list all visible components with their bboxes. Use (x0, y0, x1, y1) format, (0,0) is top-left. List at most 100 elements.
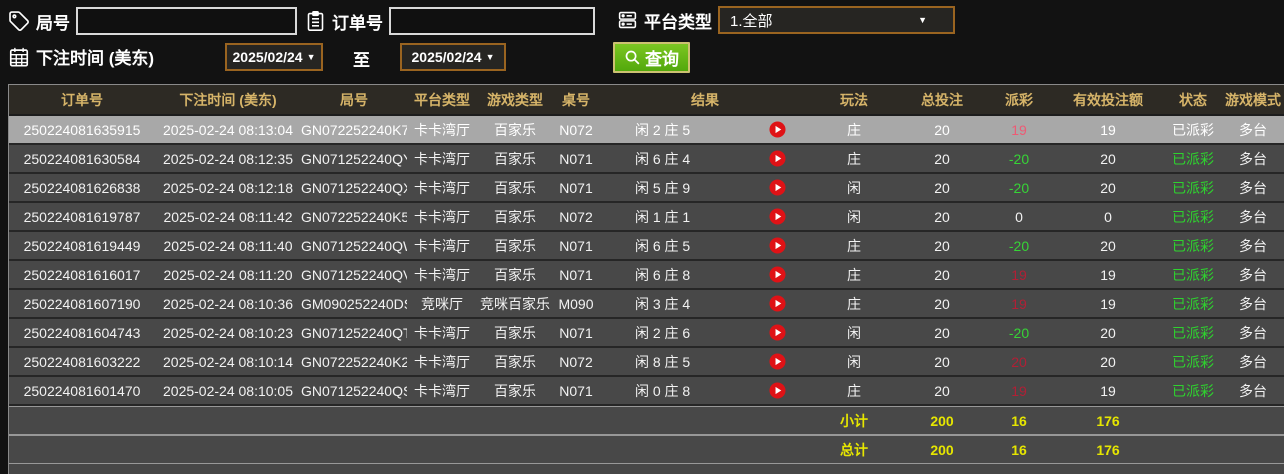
cell-order-id: 250224081604743 (9, 319, 155, 348)
empty-cell (155, 435, 301, 464)
table-row[interactable]: 250224081635915 2025-02-24 08:13:04 GN0722… (9, 116, 1284, 145)
play-video-icon[interactable] (769, 324, 786, 341)
cell-order-id: 250224081616017 (9, 261, 155, 290)
cell-game-type: 百家乐 (477, 232, 553, 261)
cell-status: 已派彩 (1165, 145, 1221, 174)
empty-cell (301, 435, 407, 464)
cell-bet-time: 2025-02-24 08:10:05 (155, 377, 301, 406)
cell-platform: 竞咪厅 (407, 290, 477, 319)
cell-table-no: N071 (553, 261, 599, 290)
cell-status: 已派彩 (1165, 116, 1221, 145)
empty-cell (1165, 435, 1221, 464)
cell-mode: 多台 (1221, 203, 1284, 232)
date-to-value: 2025/02/24 (411, 49, 482, 65)
cell-bet-total: 20 (897, 261, 987, 290)
bet-time-filter-label: 下注时间 (美东) (36, 49, 155, 68)
cell-round-id: GN071252240QW (301, 232, 407, 261)
cell-order-id: 250224081630584 (9, 145, 155, 174)
cell-status: 已派彩 (1165, 290, 1221, 319)
server-icon (617, 9, 638, 31)
cell-game-type: 百家乐 (477, 377, 553, 406)
cell-play-type: 庄 (811, 290, 897, 319)
cell-valid-bet: 19 (1051, 290, 1165, 319)
cell-result: 闲 3 庄 4 (599, 290, 811, 319)
cell-game-type: 竞咪百家乐 (477, 290, 553, 319)
result-text: 闲 6 庄 5 (634, 237, 691, 254)
cell-valid-bet: 20 (1051, 348, 1165, 377)
cell-platform: 卡卡湾厅 (407, 348, 477, 377)
date-from-value: 2025/02/24 (232, 49, 303, 65)
total-row-label: 总计 (811, 435, 897, 464)
play-video-icon[interactable] (769, 150, 786, 167)
table-row[interactable]: 250224081604743 2025-02-24 08:10:23 GN0712… (9, 319, 1284, 348)
cell-round-id: GN071252240QX (301, 174, 407, 203)
tag-icon (8, 10, 30, 32)
cell-game-type: 百家乐 (477, 348, 553, 377)
play-video-icon[interactable] (769, 382, 786, 399)
date-from-select[interactable]: 2025/02/24 ▼ (225, 43, 323, 71)
column-header: 有效投注额 (1051, 85, 1165, 116)
total-row-payout: 16 (987, 435, 1051, 464)
order-filter-label: 订单号 (332, 13, 383, 33)
search-button[interactable]: 查询 (613, 42, 690, 73)
table-row[interactable]: 250224081619449 2025-02-24 08:11:40 GN0712… (9, 232, 1284, 261)
result-text: 闲 2 庄 5 (634, 121, 691, 138)
cell-result: 闲 2 庄 6 (599, 319, 811, 348)
round-input[interactable] (76, 7, 297, 35)
calendar-icon (8, 46, 30, 68)
cell-table-no: N072 (553, 116, 599, 145)
play-video-icon[interactable] (769, 266, 786, 283)
cell-status: 已派彩 (1165, 261, 1221, 290)
cell-platform: 卡卡湾厅 (407, 319, 477, 348)
empty-cell (407, 406, 477, 435)
empty-cell (155, 406, 301, 435)
cell-valid-bet: 20 (1051, 319, 1165, 348)
cell-play-type: 闲 (811, 174, 897, 203)
cell-platform: 卡卡湾厅 (407, 145, 477, 174)
cell-round-id: GN071252240QV (301, 261, 407, 290)
order-input[interactable] (389, 7, 595, 35)
date-to-select[interactable]: 2025/02/24 ▼ (400, 43, 506, 71)
column-header: 结果 (599, 85, 811, 116)
cell-play-type: 庄 (811, 116, 897, 145)
table-row[interactable]: 250224081619787 2025-02-24 08:11:42 GN0722… (9, 203, 1284, 232)
play-video-icon[interactable] (769, 179, 786, 196)
table-row[interactable]: 250224081607190 2025-02-24 08:10:36 GM0902… (9, 290, 1284, 319)
cell-valid-bet: 20 (1051, 174, 1165, 203)
cell-round-id: GN072252240K2 (301, 348, 407, 377)
play-video-icon[interactable] (769, 208, 786, 225)
play-video-icon[interactable] (769, 237, 786, 254)
platform-select[interactable]: 1.全部 ▼ (718, 6, 955, 34)
table-row[interactable]: 250224081616017 2025-02-24 08:11:20 GN0712… (9, 261, 1284, 290)
empty-cell (1221, 406, 1284, 435)
cell-result: 闲 8 庄 5 (599, 348, 811, 377)
column-header: 玩法 (811, 85, 897, 116)
table-row[interactable]: 250224081630584 2025-02-24 08:12:35 GN0712… (9, 145, 1284, 174)
result-text: 闲 1 庄 1 (634, 208, 691, 225)
empty-cell (407, 435, 477, 464)
cell-game-type: 百家乐 (477, 261, 553, 290)
table-row[interactable]: 250224081626838 2025-02-24 08:12:18 GN0712… (9, 174, 1284, 203)
cell-result: 闲 1 庄 1 (599, 203, 811, 232)
cell-platform: 卡卡湾厅 (407, 377, 477, 406)
play-video-icon[interactable] (769, 295, 786, 312)
cell-bet-time: 2025-02-24 08:13:04 (155, 116, 301, 145)
cell-order-id: 250224081601470 (9, 377, 155, 406)
cell-valid-bet: 20 (1051, 232, 1165, 261)
play-video-icon[interactable] (769, 353, 786, 370)
cell-bet-total: 20 (897, 319, 987, 348)
cell-status: 已派彩 (1165, 348, 1221, 377)
column-header: 局号 (301, 85, 407, 116)
cell-payout: 19 (987, 116, 1051, 145)
play-video-icon[interactable] (769, 121, 786, 138)
total-row-valid-bet: 176 (1051, 435, 1165, 464)
cell-payout: 19 (987, 377, 1051, 406)
table-header-row: 订单号 下注时间 (美东) 局号 平台类型 游戏类型 桌号 结果 玩法 总投注 派彩 有效投注额 状态… (9, 85, 1284, 116)
subtotal-row-bet-total: 200 (897, 406, 987, 435)
cell-bet-time: 2025-02-24 08:11:20 (155, 261, 301, 290)
cell-payout: 20 (987, 348, 1051, 377)
cell-status: 已派彩 (1165, 377, 1221, 406)
table-row[interactable]: 250224081601470 2025-02-24 08:10:05 GN0712… (9, 377, 1284, 406)
cell-payout: -20 (987, 232, 1051, 261)
table-row[interactable]: 250224081603222 2025-02-24 08:10:14 GN0722… (9, 348, 1284, 377)
